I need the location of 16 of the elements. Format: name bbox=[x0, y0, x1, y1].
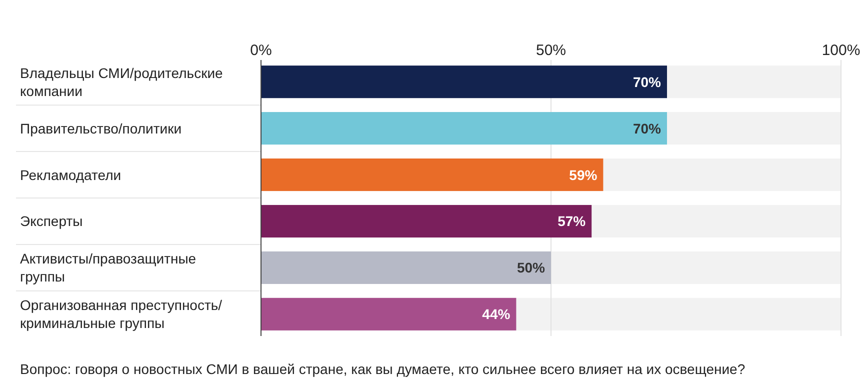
text: Вопрос: говоря о новостных СМИ в вашей стране, как вы думаете, кто сильнее всего влияет на их освещение? bbox=[20, 361, 746, 377]
y-tick-label: Рекламодатели bbox=[20, 166, 122, 183]
y-tick-label: Активисты/правозащитные группы bbox=[20, 250, 196, 285]
y-tick-label: Эксперты bbox=[20, 213, 83, 230]
data-label: 50% bbox=[516, 260, 546, 276]
x-tick-label: 0% bbox=[250, 42, 272, 59]
data-label: 70% bbox=[632, 120, 662, 136]
data-label: 70% bbox=[632, 74, 662, 90]
x-tick-label: 50% bbox=[536, 42, 566, 59]
x-tick-label: 100% bbox=[822, 42, 860, 59]
y-tick-label: Правительство/политики bbox=[20, 120, 182, 136]
y-tick-label: Организованная преступность/ криминальные группы bbox=[20, 297, 222, 332]
data-label: 59% bbox=[569, 166, 598, 183]
y-tick-label: Владельцы СМИ/родительские компании bbox=[20, 64, 224, 99]
data-label: 57% bbox=[558, 213, 586, 230]
data-label: 44% bbox=[482, 306, 511, 322]
